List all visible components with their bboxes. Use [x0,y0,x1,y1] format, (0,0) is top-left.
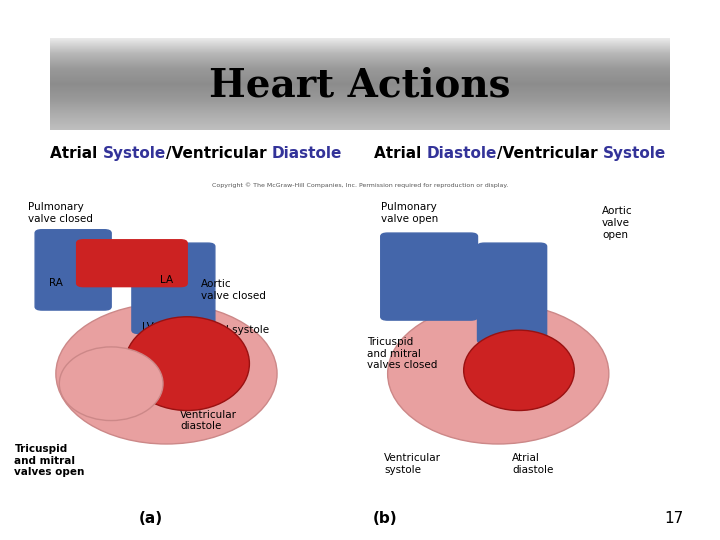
Text: Ventricular
diastole: Ventricular diastole [180,410,238,431]
Text: RV: RV [122,349,135,359]
Text: Atrial systole: Atrial systole [201,325,269,335]
Text: Systole: Systole [103,146,166,161]
Text: Atrial: Atrial [50,146,103,161]
Text: (a): (a) [139,511,163,526]
Text: Pulmonary
valve closed: Pulmonary valve closed [28,202,93,224]
FancyBboxPatch shape [381,233,477,320]
Ellipse shape [59,347,163,421]
Text: /Ventricular: /Ventricular [166,146,272,161]
Text: Heart Actions: Heart Actions [210,66,510,105]
Ellipse shape [387,303,609,444]
Text: Tricuspid
and mitral
valves open: Tricuspid and mitral valves open [14,444,85,477]
Text: LA: LA [160,275,173,285]
Text: Atrial
diastole: Atrial diastole [512,453,554,475]
Ellipse shape [125,317,249,410]
FancyBboxPatch shape [35,230,111,310]
Text: Aortic
valve closed: Aortic valve closed [201,279,266,301]
Text: /Ventricular: /Ventricular [498,146,603,161]
Text: Pulmonary
valve open: Pulmonary valve open [381,202,438,224]
Ellipse shape [464,330,575,410]
Text: Diastole: Diastole [427,146,498,161]
Text: Atrial: Atrial [374,146,427,161]
Text: LV: LV [143,322,154,332]
Text: RA: RA [49,278,63,288]
Text: Ventricular
systole: Ventricular systole [384,453,441,475]
FancyBboxPatch shape [76,240,187,287]
FancyBboxPatch shape [477,243,546,343]
Text: (b): (b) [373,511,397,526]
Text: Aortic
valve
open: Aortic valve open [602,206,633,240]
Text: Systole: Systole [603,146,667,161]
Text: 17: 17 [665,511,684,526]
Ellipse shape [56,303,277,444]
FancyBboxPatch shape [132,243,215,334]
Text: Copyright © The McGraw-Hill Companies, Inc. Permission required for reproduction: Copyright © The McGraw-Hill Companies, I… [212,183,508,188]
Text: Tricuspid
and mitral
valves closed: Tricuspid and mitral valves closed [367,337,437,370]
Text: Diastole: Diastole [272,146,343,161]
